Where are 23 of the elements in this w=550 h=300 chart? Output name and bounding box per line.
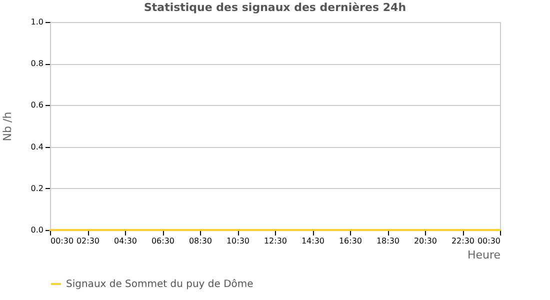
- x-tick-label: 16:30: [338, 236, 362, 246]
- y-tick-label: 1.0: [30, 18, 44, 26]
- y-tick-label: 0.8: [30, 59, 44, 68]
- y-tick-label: 0.2: [30, 184, 44, 193]
- x-tick-label: 00:30: [477, 236, 500, 246]
- x-tick-label: 14:30: [301, 236, 325, 246]
- y-tick-label: 0.4: [30, 142, 44, 152]
- chart-title: Statistique des signaux des dernières 24h: [144, 1, 406, 14]
- y-axis-title: Nb /h: [0, 112, 14, 142]
- x-tick-label: 06:30: [151, 236, 175, 246]
- legend-label: Signaux de Sommet du puy de Dôme: [66, 279, 254, 290]
- x-tick-label: 12:30: [264, 236, 288, 246]
- x-tick-label: 08:30: [188, 236, 212, 246]
- y-tick-label: 0.6: [30, 100, 44, 110]
- x-tick-label: 04:30: [114, 236, 138, 246]
- x-tick-label: 22:30: [451, 236, 475, 246]
- x-tick-label: 02:30: [76, 236, 100, 246]
- x-axis-title: Heure: [467, 248, 501, 262]
- x-tick-label: 18:30: [376, 236, 400, 246]
- x-tick-label: 20:30: [414, 236, 438, 246]
- y-tick-label: 0.0: [30, 226, 44, 234]
- x-tick-label: 10:30: [226, 236, 250, 246]
- x-tick-label: 00:30: [50, 236, 74, 246]
